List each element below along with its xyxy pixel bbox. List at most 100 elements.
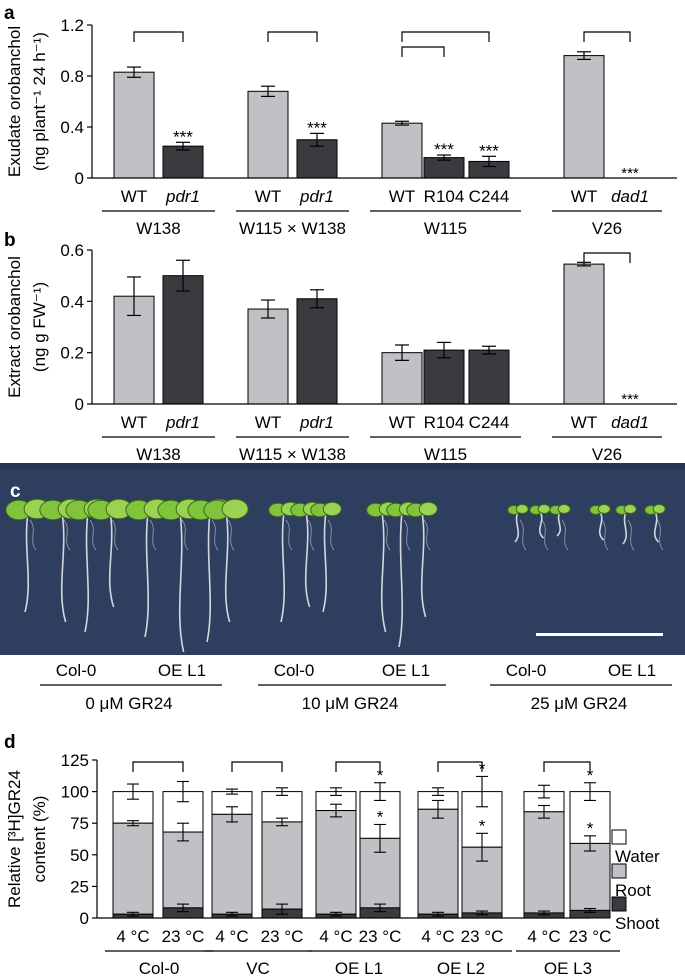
category-label: WT: [255, 413, 281, 432]
group-label: VC: [246, 959, 270, 978]
significance-mark: ***: [173, 127, 193, 146]
category-label: 4 °C: [116, 927, 149, 946]
significance-mark: ***: [434, 140, 454, 159]
bar: [296, 298, 338, 405]
lateral-root: [627, 519, 635, 551]
y-tick-label: 0.8: [60, 67, 84, 86]
cotyledon: [418, 501, 438, 517]
group-label: V26: [592, 219, 622, 238]
y-tick-label: 50: [70, 846, 89, 865]
bar: [247, 90, 289, 179]
seedling-root: [420, 511, 427, 618]
significance-mark: ***: [621, 391, 639, 408]
cotyledon: [515, 504, 529, 514]
lateral-root: [656, 519, 664, 551]
category-label: pdr1: [165, 413, 200, 432]
lateral-root: [601, 519, 609, 551]
seedling-root: [380, 511, 387, 633]
seedling-root: [108, 511, 115, 608]
comparison-bracket: [267, 31, 318, 42]
y-axis-label: Relative [³H]GR24: [5, 770, 24, 908]
legend-swatch: [611, 863, 627, 879]
y-tick-label: 0: [80, 909, 89, 928]
panel-letter: b: [4, 230, 16, 251]
bar-root: [523, 811, 565, 914]
treatment-label: 0 μM GR24: [85, 694, 172, 713]
y-tick-label: 0: [75, 169, 84, 188]
y-tick-label: 75: [70, 814, 89, 833]
y-axis-label-units: (ng g FW⁻¹): [30, 282, 49, 372]
lateral-root: [561, 519, 569, 551]
bar: [381, 122, 423, 179]
significance-mark: ***: [479, 141, 499, 160]
group-label: OE L2: [437, 959, 485, 978]
bar-root: [315, 810, 357, 915]
treatment-label: 25 μM GR24: [531, 694, 628, 713]
seedling-root: [599, 511, 605, 541]
bar: [113, 71, 155, 179]
seedling-root: [144, 511, 150, 638]
category-label: WT: [121, 413, 147, 432]
seedling-root: [206, 511, 212, 643]
bar-root: [211, 813, 253, 915]
bar-root: [112, 822, 154, 915]
category-label: WT: [571, 413, 597, 432]
legend-swatch: [611, 829, 627, 845]
cotyledon: [623, 504, 637, 514]
y-axis-label-units: content (%): [30, 796, 49, 883]
category-label: WT: [571, 187, 597, 206]
genotype-label: Col-0: [56, 661, 97, 680]
bar: [162, 275, 204, 405]
genotype-label: Col-0: [506, 661, 547, 680]
category-label: 23 °C: [261, 927, 304, 946]
panel-letter: d: [4, 732, 16, 753]
y-tick-label: 0: [75, 395, 84, 414]
comparison-bracket: [132, 761, 184, 772]
significance-mark: ***: [307, 118, 327, 137]
group-label: W115: [424, 445, 467, 464]
y-axis-label: Exudate orobanchol: [5, 26, 24, 177]
y-tick-label: 0.4: [60, 118, 84, 137]
seedling-root: [60, 511, 67, 623]
group-label: W138: [136, 219, 180, 238]
significance-mark: *: [377, 807, 384, 826]
category-label: R104: [424, 187, 465, 206]
lateral-root: [403, 519, 411, 551]
cotyledon: [537, 504, 551, 514]
lateral-root: [541, 519, 549, 551]
category-label: dad1: [611, 187, 649, 206]
bar-root: [162, 831, 204, 909]
category-label: WT: [121, 187, 147, 206]
photo-edge: [0, 463, 685, 469]
treatment-label: 10 μM GR24: [302, 694, 399, 713]
seedling-root: [178, 511, 185, 653]
seedling-root: [280, 511, 285, 623]
comparison-bracket: [133, 31, 184, 42]
group-label: Col-0: [139, 959, 180, 978]
panel-d: d 0 25 50 75 100 125 Relative [³H]GR24 content (…: [4, 732, 660, 978]
genotype-label: OE L1: [382, 661, 430, 680]
category-label: 4 °C: [215, 927, 248, 946]
comparison-bracket: [401, 46, 445, 57]
group-label: OE L1: [335, 959, 383, 978]
seedling-root: [514, 511, 519, 543]
group-label: W115 × W138: [239, 219, 346, 238]
lateral-root: [423, 519, 431, 551]
lateral-root: [111, 519, 119, 551]
lateral-root: [181, 519, 189, 551]
comparison-bracket: [401, 31, 490, 42]
legend-label: Shoot: [615, 914, 660, 933]
y-tick-label: 0.4: [60, 292, 84, 311]
bar: [563, 55, 605, 179]
bar: [162, 145, 204, 179]
comparison-bracket: [583, 252, 631, 263]
group-label: OE L3: [544, 959, 592, 978]
y-tick-label: 0.6: [60, 241, 84, 260]
bar: [247, 308, 289, 405]
lateral-root: [383, 519, 391, 551]
seedling-root: [322, 511, 327, 613]
group-label: W115: [424, 219, 467, 238]
category-label: 23 °C: [461, 927, 504, 946]
seedling-root: [398, 511, 404, 648]
